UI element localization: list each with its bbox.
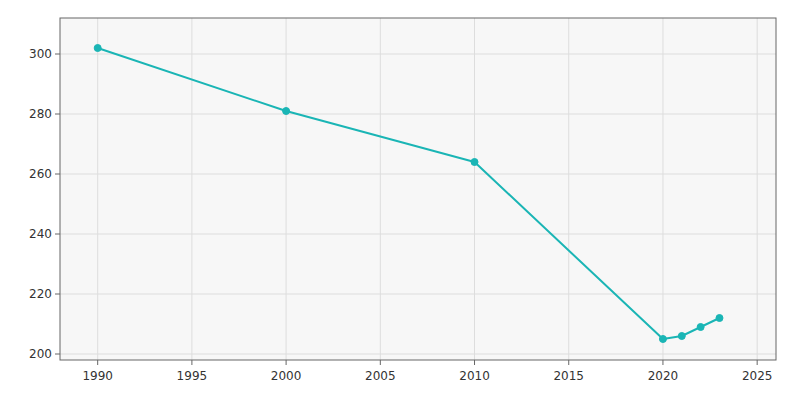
x-tick-label: 2000 — [271, 369, 302, 383]
x-tick-label: 2025 — [742, 369, 773, 383]
point — [659, 336, 666, 343]
point — [94, 45, 101, 52]
y-tick-label: 300 — [29, 47, 52, 61]
x-tick — [191, 360, 192, 365]
point — [716, 315, 723, 322]
point — [697, 324, 704, 331]
x-grid-line — [568, 18, 569, 360]
chart: 200 220 240 260 280 300 1990 1995 2000 2005 2010 20… — [0, 0, 800, 400]
axes: 200 220 240 260 280 300 1990 1995 2000 2005 2010 20… — [29, 18, 776, 383]
x-tick — [474, 360, 475, 365]
x-grid-line — [286, 18, 287, 360]
point — [283, 108, 290, 115]
x-tick — [286, 360, 287, 365]
x-grid-line — [662, 18, 663, 360]
x-tick-label: 2010 — [459, 369, 490, 383]
y-tick-label: 280 — [29, 107, 52, 121]
y-tick-label: 200 — [29, 347, 52, 361]
x-tick-label: 1990 — [82, 369, 113, 383]
y-tick-label: 220 — [29, 287, 52, 301]
series — [94, 45, 723, 343]
y-grid-line — [60, 234, 776, 235]
x-tick — [662, 360, 663, 365]
y-grid-line — [60, 54, 776, 55]
grid — [60, 18, 776, 360]
x-tick — [757, 360, 758, 365]
y-grid-line — [60, 354, 776, 355]
y-tick-label: 240 — [29, 227, 52, 241]
point — [678, 333, 685, 340]
y-tick — [55, 174, 60, 175]
x-tick-label: 2005 — [365, 369, 396, 383]
x-grid-line — [191, 18, 192, 360]
page: {"chart_data": {"type": "line", "x": [19… — [0, 0, 800, 400]
y-tick — [55, 54, 60, 55]
x-grid-line — [380, 18, 381, 360]
x-tick — [97, 360, 98, 365]
y-tick-label: 260 — [29, 167, 52, 181]
y-tick — [55, 294, 60, 295]
y-grid-line — [60, 294, 776, 295]
x-tick-label: 2015 — [553, 369, 584, 383]
x-tick-label: 2020 — [648, 369, 679, 383]
line — [98, 48, 720, 339]
x-grid-line — [97, 18, 98, 360]
x-grid-line — [474, 18, 475, 360]
plot-area — [60, 18, 776, 360]
y-tick — [55, 114, 60, 115]
y-tick — [55, 354, 60, 355]
plot-frame — [60, 18, 776, 360]
x-tick — [380, 360, 381, 365]
y-grid-line — [60, 114, 776, 115]
x-tick-label: 1995 — [177, 369, 208, 383]
y-tick — [55, 234, 60, 235]
x-tick — [568, 360, 569, 365]
point — [471, 159, 478, 166]
x-grid-line — [757, 18, 758, 360]
y-grid-line — [60, 174, 776, 175]
